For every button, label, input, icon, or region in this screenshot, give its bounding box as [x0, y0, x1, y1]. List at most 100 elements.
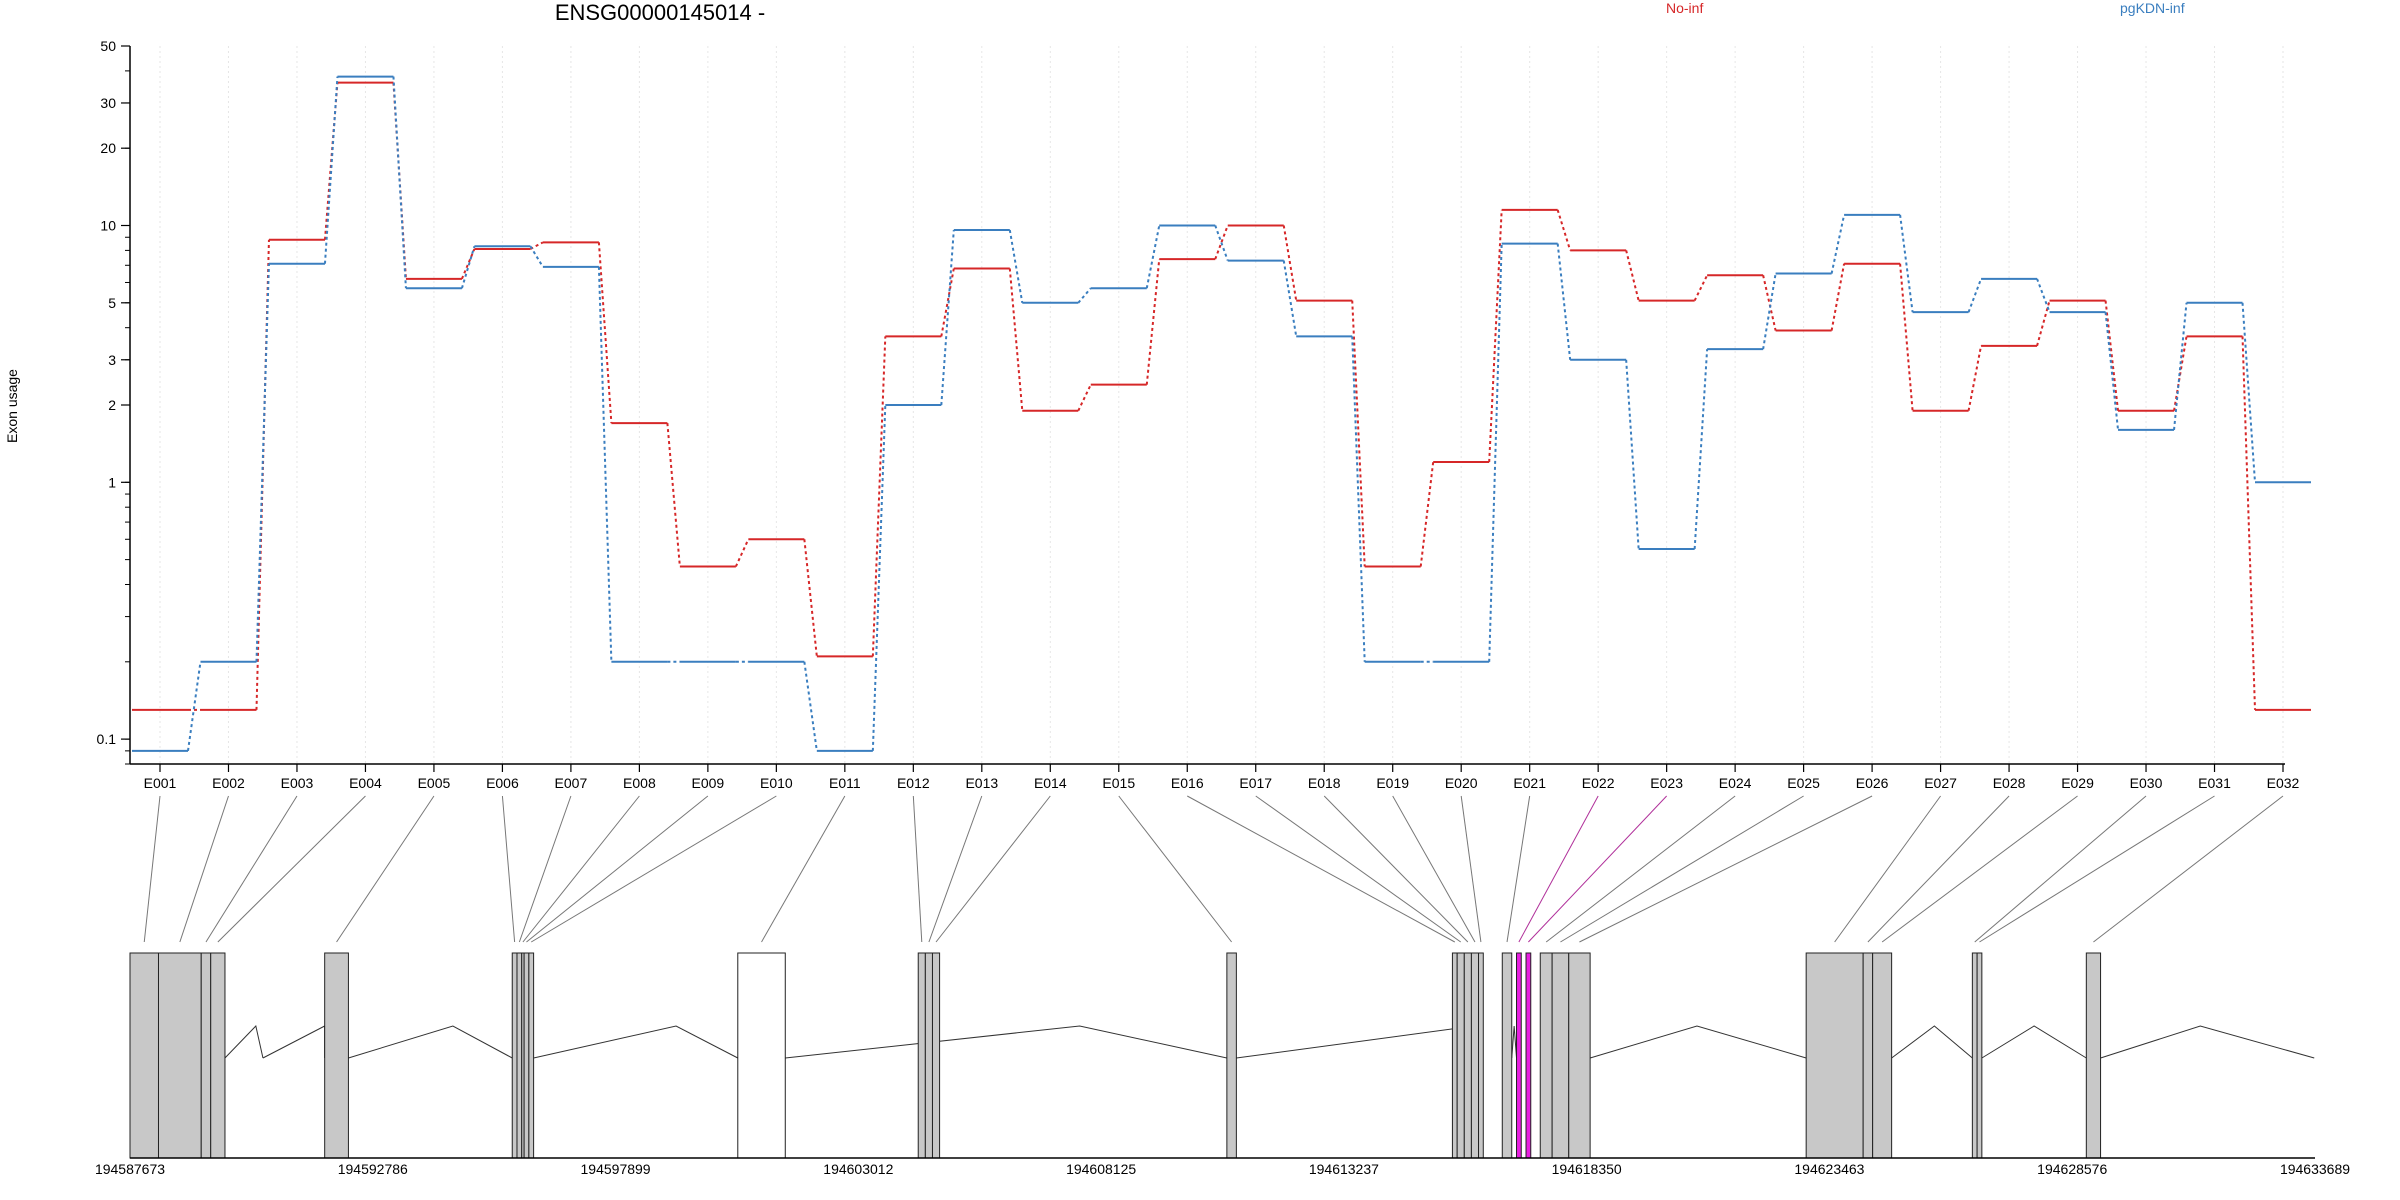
x-tick-label: E018 — [1308, 775, 1341, 791]
series-connector — [1693, 274, 1709, 302]
exon-box — [1971, 952, 1978, 1159]
x-tick-label: E001 — [144, 775, 177, 791]
genomic-coordinate-label: 194613237 — [1309, 1161, 1379, 1177]
exon-box — [324, 952, 349, 1159]
intron-line — [1891, 1025, 1973, 1059]
genomic-coordinate-label: 194623463 — [1794, 1161, 1864, 1177]
exon-box — [1805, 952, 1864, 1159]
x-tick-label: E029 — [2061, 775, 2094, 791]
y-tick-label: 3 — [108, 352, 116, 368]
exon-connector — [1528, 795, 1668, 943]
series-connector — [803, 539, 818, 657]
exon-connector — [530, 795, 777, 943]
exon-box — [511, 952, 518, 1159]
exon-connector — [179, 795, 229, 943]
exon-connector — [1579, 795, 1873, 943]
exon-box — [1539, 952, 1553, 1159]
exon-box — [1451, 952, 1458, 1159]
x-tick-label: E002 — [212, 775, 245, 791]
series-connector — [1556, 243, 1572, 360]
series-connector — [2241, 336, 2256, 710]
exon-connector — [1518, 795, 1599, 943]
x-tick-label: E020 — [1445, 775, 1478, 791]
exon-connector — [1834, 795, 1941, 943]
exon-connector — [1255, 795, 1462, 943]
intron-line — [1511, 1025, 1518, 1059]
series-connector — [1419, 461, 1435, 567]
exon-connector — [1545, 795, 1736, 943]
x-tick-label: E024 — [1719, 775, 1752, 791]
series-connector — [1967, 278, 1983, 313]
intron-line — [1981, 1025, 2087, 1059]
exon-box — [210, 952, 226, 1159]
genomic-coordinate-label: 194633689 — [2280, 1161, 2350, 1177]
x-tick-label: E025 — [1787, 775, 1820, 791]
series-connector — [1625, 359, 1640, 550]
intron-line — [1589, 1025, 1807, 1059]
x-tick-label: E019 — [1376, 775, 1409, 791]
exon-connector — [1392, 795, 1476, 943]
y-tick-label: 20 — [100, 140, 116, 156]
x-tick-label: E022 — [1582, 775, 1615, 791]
exon-box — [200, 952, 212, 1159]
intron-line — [262, 1025, 326, 1059]
series-connector — [1145, 258, 1161, 385]
y-tick-label: 10 — [100, 218, 116, 234]
genomic-coordinate-label: 194587673 — [95, 1161, 165, 1177]
exon-connector — [912, 795, 923, 943]
series-connector — [1488, 243, 1503, 662]
exon-box — [1568, 952, 1591, 1159]
series-connector — [2036, 300, 2051, 347]
exon-connector — [526, 795, 709, 943]
series-connector — [2173, 302, 2188, 430]
series-connector — [666, 423, 681, 567]
exon-connector — [205, 795, 298, 943]
series-pgkdn-inf — [132, 75, 2311, 752]
series-connector — [1351, 336, 1366, 662]
series-connector — [323, 76, 339, 264]
series-connector — [255, 263, 270, 662]
legend-label-no-inf: No-inf — [1666, 0, 1704, 16]
genomic-coordinate-label: 194597899 — [581, 1161, 651, 1177]
y-tick-label: 50 — [100, 38, 116, 54]
exon-box — [1501, 952, 1513, 1159]
exon-connector — [1867, 795, 2010, 943]
x-tick-label: E017 — [1239, 775, 1272, 791]
exon-box — [516, 952, 523, 1159]
exon-connector — [935, 795, 1051, 943]
x-tick-label: E005 — [418, 775, 451, 791]
exon-connector — [1323, 795, 1469, 943]
series-connector — [1077, 384, 1092, 412]
x-tick-label: E021 — [1513, 775, 1546, 791]
exon-connector — [1118, 795, 1233, 943]
x-tick-label: E010 — [760, 775, 793, 791]
series-connector — [1967, 345, 1983, 411]
exon-box — [1862, 952, 1874, 1159]
exon-box — [1516, 952, 1522, 1159]
series-connector — [1214, 225, 1229, 261]
series-connector — [1282, 225, 1298, 301]
exon-connector — [143, 795, 161, 943]
genomic-coordinate-label: 194608125 — [1066, 1161, 1136, 1177]
exon-box — [528, 952, 535, 1159]
y-tick-label: 30 — [100, 95, 116, 111]
exon-box — [157, 952, 202, 1159]
exon-box — [1872, 952, 1893, 1159]
series-connector — [1008, 229, 1024, 303]
series-connector — [1762, 273, 1777, 350]
x-tick-label: E011 — [829, 775, 861, 791]
x-tick-label: E028 — [1993, 775, 2026, 791]
genomic-coordinate-label: 194592786 — [338, 1161, 408, 1177]
exon-connector — [1460, 795, 1482, 943]
x-tick-label: E016 — [1171, 775, 1204, 791]
x-tick-label: E013 — [965, 775, 998, 791]
x-tick-label: E009 — [692, 775, 725, 791]
series-connector — [1830, 263, 1846, 331]
exon-box — [1226, 952, 1237, 1159]
x-tick-label: E026 — [1856, 775, 1889, 791]
exon-connector — [336, 795, 435, 943]
exon-box — [924, 952, 933, 1159]
series-connector — [940, 229, 955, 406]
exon-connector — [1506, 795, 1531, 943]
